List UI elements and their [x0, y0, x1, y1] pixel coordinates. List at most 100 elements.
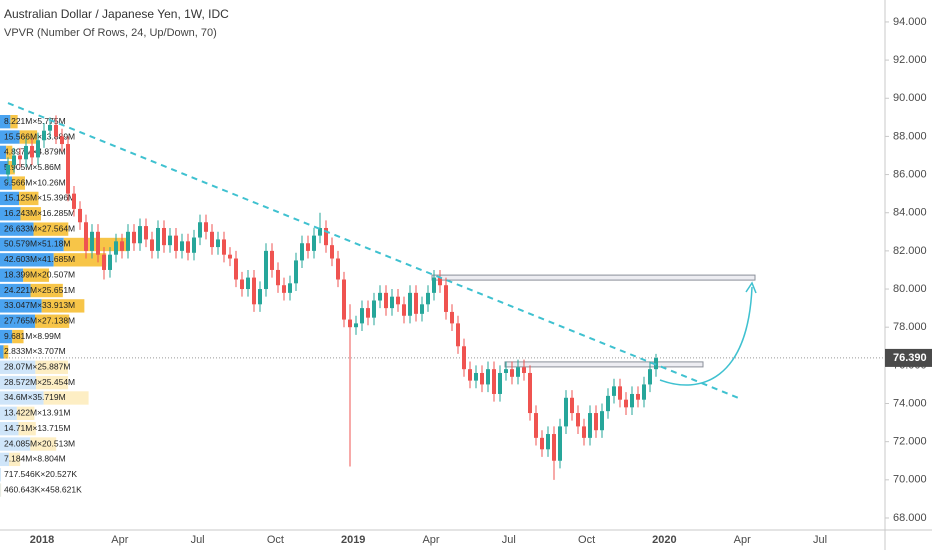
candle-body — [342, 279, 346, 320]
volume-down-bar — [19, 130, 38, 144]
candle-body — [240, 279, 244, 290]
y-tick-label: 94.000 — [893, 16, 927, 28]
candle-body — [474, 372, 478, 381]
candle-body — [576, 413, 580, 427]
volume-up-bar — [0, 406, 17, 420]
y-tick-label: 68.000 — [893, 512, 927, 524]
candle-body — [492, 369, 496, 394]
x-tick-label: Apr — [111, 534, 128, 546]
candle-body — [12, 155, 16, 166]
candle-body — [558, 426, 562, 461]
candle-body — [54, 124, 58, 137]
candle-body — [18, 155, 22, 160]
candle-body — [366, 308, 370, 318]
volume-down-bar — [18, 422, 36, 436]
x-tick-label: 2019 — [341, 534, 365, 546]
candle-body — [354, 323, 358, 328]
candle-body — [120, 241, 124, 251]
volume-label: 33.047M×33.913M — [4, 300, 75, 310]
volume-down-bar — [12, 329, 24, 344]
candle-body — [90, 231, 94, 251]
last-price-box — [885, 348, 932, 367]
x-tick-label: Jul — [502, 534, 516, 546]
candle-body — [66, 144, 70, 194]
candle-body — [324, 227, 328, 246]
indicator-label: VPVR (Number Of Rows, 24, Up/Down, 70) — [4, 27, 217, 39]
volume-down-bar — [9, 452, 21, 467]
candle-body — [102, 254, 106, 270]
candle-body — [588, 413, 592, 438]
y-tick-label: 84.000 — [893, 207, 927, 219]
candle-body — [450, 311, 454, 324]
volume-down-bar — [20, 207, 41, 221]
candle-body — [528, 372, 532, 414]
candle-body — [348, 319, 352, 328]
volume-label: 15.125M×15.396M — [4, 193, 75, 203]
candle-body — [462, 346, 466, 370]
volume-down-bar — [43, 391, 89, 405]
candle-body — [6, 165, 10, 175]
candle-body — [276, 269, 280, 286]
candle-body — [396, 296, 400, 305]
y-tick-label: 88.000 — [893, 130, 927, 142]
volume-down-bar — [3, 345, 9, 359]
volume-up-bar — [0, 115, 11, 129]
candle-body — [234, 258, 238, 280]
volume-up-bar — [0, 222, 34, 236]
volume-down-bar — [23, 268, 50, 282]
candle-body — [84, 222, 88, 251]
candle-body — [510, 369, 514, 377]
candle-body — [210, 231, 214, 248]
candle-body — [408, 292, 412, 316]
volume-up-bar — [0, 283, 31, 298]
candle-body — [570, 397, 574, 414]
candle-body — [630, 393, 634, 408]
candle-body — [132, 231, 136, 244]
y-tick-label: 92.000 — [893, 54, 927, 66]
volume-up-bar — [0, 437, 31, 451]
x-tick-label: Jul — [191, 534, 205, 546]
x-tick-label: Apr — [734, 534, 751, 546]
candle-body — [642, 384, 646, 400]
volume-label: 16.243M×16.285M — [4, 208, 75, 218]
candle-body — [282, 285, 286, 293]
candle-body — [312, 235, 316, 251]
candle-body — [222, 239, 226, 255]
candle-body — [636, 393, 640, 400]
candle-body — [72, 193, 76, 209]
volume-down-bar — [19, 191, 39, 206]
last-price-label: 76.390 — [893, 352, 927, 364]
volume-label: 9.566M×10.26M — [4, 177, 66, 187]
y-tick-label: 78.000 — [893, 321, 927, 333]
volume-up-bar — [0, 360, 36, 374]
x-tick-label: 2018 — [30, 534, 54, 546]
candle-body — [108, 254, 112, 270]
candle-body — [150, 239, 154, 251]
volume-up-bar — [0, 253, 54, 267]
candle-body — [246, 277, 250, 290]
candle-body — [600, 411, 604, 431]
volume-label: 18.399M×20.507M — [4, 269, 75, 279]
volume-down-bar — [10, 115, 18, 129]
candle-body — [198, 222, 202, 238]
candle-body — [378, 292, 382, 301]
volume-down-bar — [12, 176, 25, 190]
y-tick-label: 82.000 — [893, 245, 927, 257]
candle-body — [480, 372, 484, 385]
volume-label: 5.905M×5.86M — [4, 162, 61, 172]
candle-body — [498, 372, 502, 394]
volume-up-bar — [0, 161, 8, 175]
volume-up-bar — [0, 299, 42, 313]
candle-body — [438, 277, 442, 286]
y-tick-label: 74.000 — [893, 397, 927, 409]
candle-body — [582, 426, 586, 438]
candle-body — [180, 241, 184, 251]
plot-area — [0, 102, 885, 480]
candle-body — [516, 367, 520, 377]
candle-body — [468, 369, 472, 381]
candle-body — [96, 231, 100, 255]
volume-down-bar — [33, 222, 69, 236]
volume-label: 8.221M×5.775M — [4, 116, 66, 126]
volume-label: 24.221M×25.651M — [4, 285, 75, 295]
candle-body — [204, 222, 208, 232]
